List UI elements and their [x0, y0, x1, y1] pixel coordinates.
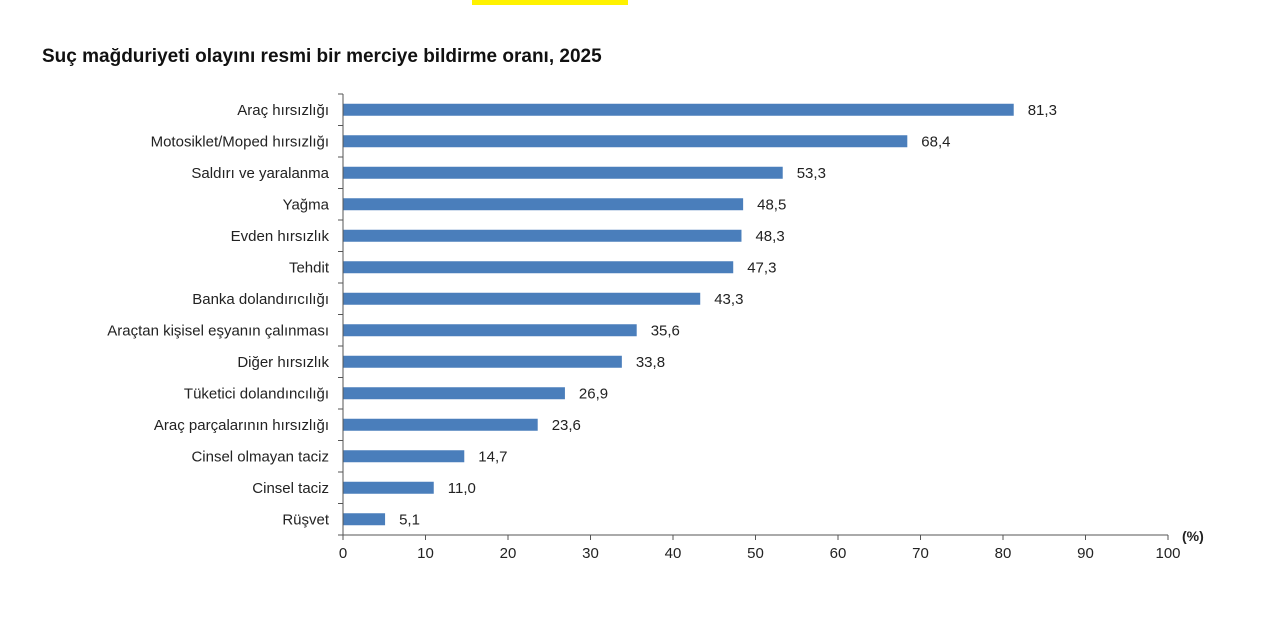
value-label: 48,5	[757, 196, 786, 213]
x-tick-label: 0	[339, 545, 347, 562]
x-tick-label: 20	[500, 545, 517, 562]
value-label: 35,6	[651, 322, 680, 339]
category-label: Diğer hırsızlık	[237, 354, 329, 371]
category-label: Evden hırsızlık	[231, 228, 330, 245]
category-label: Saldırı ve yaralanma	[191, 165, 329, 182]
x-tick-label: 10	[417, 545, 434, 562]
bars-layer: Araç hırsızlığı 81,3 Motosiklet/Moped hırs…	[107, 102, 1057, 529]
x-tick-label: 100	[1155, 545, 1180, 562]
value-label: 48,3	[755, 228, 784, 245]
category-label: Cinsel taciz	[252, 480, 329, 497]
bar	[343, 387, 565, 400]
top-highlight-mark	[472, 0, 628, 5]
category-label: Cinsel olmayan taciz	[191, 448, 329, 465]
x-tick-label: 80	[995, 545, 1012, 562]
bar	[343, 418, 538, 431]
bar	[343, 355, 622, 368]
value-label: 47,3	[747, 259, 776, 276]
value-label: 68,4	[921, 133, 950, 150]
value-label: 26,9	[579, 385, 608, 402]
bar	[343, 292, 701, 305]
bar	[343, 261, 734, 274]
bar	[343, 103, 1014, 116]
x-tick-label: 40	[665, 545, 682, 562]
x-tick-label: 70	[912, 545, 929, 562]
axis-layer: 0 10 20 30 40 50 60 70 80 90 100	[338, 93, 1181, 562]
bar	[343, 450, 465, 463]
value-label: 11,0	[448, 480, 476, 497]
bar	[343, 135, 908, 148]
bar	[343, 481, 434, 494]
value-label: 23,6	[552, 417, 581, 434]
bar	[343, 229, 742, 242]
value-label: 43,3	[714, 291, 743, 308]
x-tick-label: 60	[830, 545, 847, 562]
bar	[343, 166, 783, 179]
unit-label: (%)	[1182, 528, 1204, 544]
category-label: Tüketici dolandıncılığı	[184, 385, 329, 402]
x-tick-label: 50	[747, 545, 764, 562]
category-label: Araç parçalarının hırsızlığı	[154, 417, 329, 434]
value-label: 5,1	[399, 511, 420, 528]
category-label: Rüşvet	[282, 511, 330, 528]
category-label: Tehdit	[289, 259, 330, 276]
chart-title: Suç mağduriyeti olayını resmi bir merciy…	[42, 46, 602, 67]
category-label: Araçtan kişisel eşyanın çalınması	[107, 322, 329, 339]
category-label: Motosiklet/Moped hırsızlığı	[151, 133, 329, 150]
value-label: 14,7	[478, 448, 507, 465]
x-tick-label: 90	[1077, 545, 1094, 562]
value-label: 81,3	[1028, 102, 1057, 119]
bar	[343, 324, 637, 337]
bar	[343, 198, 744, 211]
value-label: 53,3	[797, 165, 826, 182]
category-label: Banka dolandırıcılığı	[192, 291, 329, 308]
value-label: 33,8	[636, 354, 665, 371]
bar	[343, 513, 386, 526]
top-cropped-strip	[0, 0, 1280, 6]
x-tick-label: 30	[582, 545, 599, 562]
category-label: Yağma	[283, 196, 330, 213]
category-label: Araç hırsızlığı	[237, 102, 329, 119]
